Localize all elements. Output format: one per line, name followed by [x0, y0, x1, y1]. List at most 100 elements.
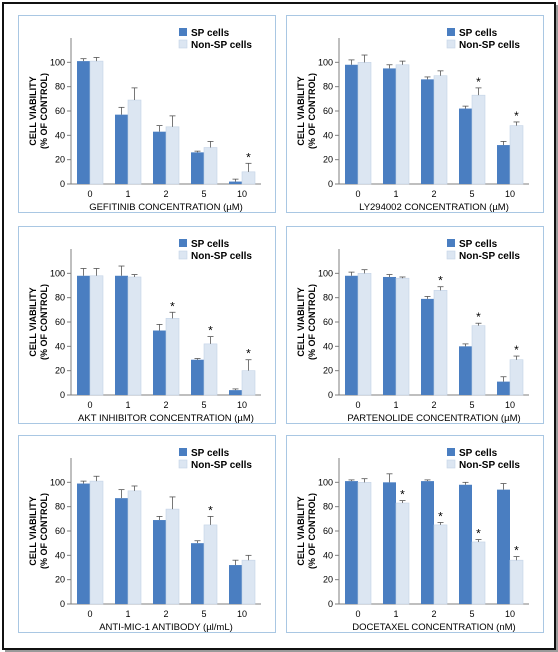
legend-label-non-sp-cells: Non-SP cells [459, 40, 520, 51]
bar-non-sp-cells [395, 64, 410, 185]
y-tick-label: 40 [323, 550, 333, 560]
y-tick-label: 40 [55, 130, 65, 140]
panel-docetaxel: 0 20 40 60 80 100 CELL VIABILITY (% OF CONTROL)… [286, 435, 544, 633]
bar-non-sp-cells [433, 524, 448, 605]
bar-non-sp-cells [509, 559, 524, 605]
bar-sp-cells [115, 498, 128, 604]
bar-sp-cells [229, 565, 242, 604]
x-tick-label: 1 [125, 189, 130, 199]
bar-sp-cells [497, 381, 510, 395]
y-axis-title-line2: (% OF CONTROL) [307, 284, 317, 360]
y-tick-label: 20 [323, 155, 333, 165]
y-axis-title: CELL VIABILITY (% OF CONTROL) [28, 284, 49, 360]
y-tick-label: 60 [323, 526, 333, 536]
bar-non-sp-cells [357, 273, 372, 396]
y-tick-label: 80 [55, 502, 65, 512]
x-tick-label: 2 [431, 400, 436, 410]
y-tick-label: 100 [50, 268, 65, 278]
bar-sp-cells [459, 346, 472, 395]
x-tick-label: 5 [469, 189, 474, 199]
bar-non-sp-cells [509, 359, 524, 396]
bar-non-sp-cells [89, 480, 104, 605]
x-tick-label: 5 [201, 609, 206, 619]
x-tick-label: 1 [393, 189, 398, 199]
y-tick-label: 20 [55, 155, 65, 165]
bar-non-sp-cells [509, 125, 524, 185]
x-axis-title: GEFITINIB CONCENTRATION (µM) [89, 202, 243, 212]
panel-gefitinib: 0 20 40 60 80 100 CELL VIABILITY (% OF CONTROL)… [18, 15, 276, 213]
x-tick-label: 1 [393, 609, 398, 619]
bar-non-sp-cells [241, 559, 256, 605]
x-tick-label: 0 [355, 400, 360, 410]
bar-sp-cells [153, 520, 166, 604]
y-tick-label: 60 [55, 317, 65, 327]
bar-sp-cells [421, 298, 434, 395]
bar-non-sp-cells [241, 171, 256, 185]
bar-non-sp-cells [471, 325, 486, 396]
bar-sp-cells [421, 79, 434, 184]
bar-non-sp-cells [395, 502, 410, 605]
y-axis-title: CELL VIABILITY (% OF CONTROL) [28, 493, 49, 569]
y-tick-label: 60 [55, 526, 65, 536]
bar-non-sp-cells [127, 490, 142, 605]
y-tick-label: 40 [55, 341, 65, 351]
y-axis-title-line2: (% OF CONTROL) [307, 73, 317, 149]
x-tick-label: 0 [87, 609, 92, 619]
x-tick-label: 1 [393, 400, 398, 410]
legend-label-non-sp-cells: Non-SP cells [191, 40, 252, 51]
bar-sp-cells [191, 152, 204, 184]
bar-sp-cells [191, 359, 204, 395]
significance-marker: * [246, 347, 251, 361]
legend-swatch-non-sp-cells [446, 250, 456, 260]
y-tick-label: 80 [323, 502, 333, 512]
y-tick-label: 60 [323, 317, 333, 327]
y-axis-title: CELL VIABILITY (% OF CONTROL) [28, 73, 49, 149]
bar-non-sp-cells [471, 541, 486, 605]
bar-non-sp-cells [395, 277, 410, 396]
y-tick-label: 20 [55, 366, 65, 376]
x-tick-label: 5 [469, 400, 474, 410]
significance-marker: * [476, 75, 481, 89]
y-tick-label: 20 [323, 575, 333, 585]
x-tick-label: 10 [237, 609, 247, 619]
bar-non-sp-cells [203, 147, 218, 185]
legend-swatch-non-sp-cells [446, 39, 456, 49]
y-tick-label: 0 [60, 179, 65, 189]
legend-label-sp-cells: SP cells [459, 448, 498, 459]
significance-marker: * [476, 527, 481, 541]
legend-label-sp-cells: SP cells [191, 239, 230, 250]
y-tick-label: 40 [323, 341, 333, 351]
y-tick-label: 20 [55, 575, 65, 585]
bar-sp-cells [115, 275, 128, 395]
bar-sp-cells [229, 390, 242, 395]
y-tick-label: 100 [50, 477, 65, 487]
y-tick-label: 80 [323, 293, 333, 303]
y-axis-title-line1: CELL VIABILITY [296, 76, 306, 145]
x-tick-label: 0 [87, 400, 92, 410]
x-tick-label: 1 [125, 609, 130, 619]
x-tick-label: 2 [163, 400, 168, 410]
significance-marker: * [170, 299, 175, 313]
x-axis-title: ANTI-MIC-1 ANTIBODY (µl/mL) [99, 622, 233, 632]
y-axis-title-line2: (% OF CONTROL) [39, 493, 49, 569]
y-axis-title-line1: CELL VIABILITY [296, 287, 306, 356]
bar-sp-cells [497, 145, 510, 184]
bar-sp-cells [459, 484, 472, 604]
y-axis-title-line1: CELL VIABILITY [28, 496, 38, 565]
y-tick-label: 100 [318, 268, 333, 278]
significance-marker: * [400, 488, 405, 502]
significance-marker: * [514, 343, 519, 357]
bar-non-sp-cells [89, 60, 104, 185]
y-axis-title-line1: CELL VIABILITY [28, 76, 38, 145]
y-tick-label: 100 [50, 57, 65, 67]
bar-non-sp-cells [127, 99, 142, 185]
legend-swatch-sp-cells [447, 239, 455, 247]
bar-sp-cells [77, 275, 90, 395]
y-axis-title-line1: CELL VIABILITY [296, 496, 306, 565]
bar-sp-cells [421, 481, 434, 604]
x-tick-label: 0 [87, 189, 92, 199]
significance-marker: * [438, 509, 443, 523]
y-axis-title: CELL VIABILITY (% OF CONTROL) [296, 284, 317, 360]
